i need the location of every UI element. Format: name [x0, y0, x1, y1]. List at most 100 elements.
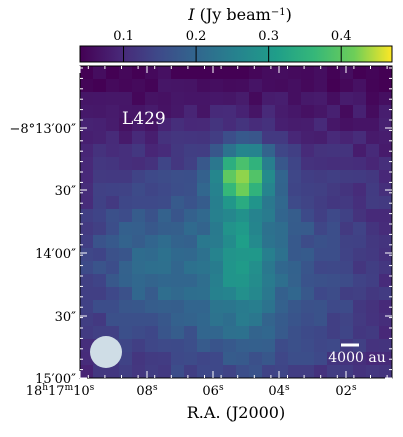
map-pixel: [184, 209, 198, 223]
map-pixel: [314, 79, 328, 93]
map-pixel: [301, 248, 315, 262]
map-pixel: [236, 300, 250, 314]
map-pixel: [184, 300, 198, 314]
map-pixel: [93, 66, 107, 80]
map-pixel: [366, 352, 380, 366]
map-pixel: [366, 222, 380, 236]
map-pixel: [119, 222, 133, 236]
map-pixel: [132, 326, 146, 340]
map-pixel: [223, 274, 237, 288]
map-pixel: [249, 105, 263, 119]
map-pixel: [80, 235, 94, 249]
map-pixel: [132, 274, 146, 288]
map-pixel: [249, 248, 263, 262]
colorbar-tick-label: 0.1: [113, 29, 134, 44]
colorbar: [79, 45, 393, 63]
map-pixel: [145, 339, 159, 353]
map-pixel: [327, 274, 341, 288]
map-pixel: [80, 300, 94, 314]
map-pixel: [106, 222, 120, 236]
map-pixel: [301, 287, 315, 301]
map-pixel: [275, 118, 289, 132]
map-pixel: [379, 313, 392, 327]
map-pixel: [119, 144, 133, 158]
ra-tick-label: 04s: [268, 383, 290, 399]
map-pixel: [327, 79, 341, 93]
map-pixel: [80, 248, 94, 262]
colorbar-tick-labels: 0.1 0.2 0.3 0.4: [113, 29, 351, 44]
map-pixel: [158, 196, 172, 210]
map-pixel: [301, 209, 315, 223]
dec-tick-label: 15′00″: [35, 372, 76, 387]
map-pixel: [236, 352, 250, 366]
map-pixel: [379, 339, 392, 353]
map-pixel: [301, 92, 315, 106]
map-pixel: [119, 261, 133, 275]
map-pixel: [184, 131, 198, 145]
map-pixel: [288, 248, 302, 262]
map-pixel: [340, 287, 354, 301]
map-pixel: [132, 196, 146, 210]
map-pixel: [275, 326, 289, 340]
map-pixel: [171, 339, 185, 353]
map-pixel: [301, 326, 315, 340]
ra-tick-label: 02s: [335, 383, 357, 399]
map-pixel: [197, 222, 211, 236]
map-pixel: [145, 222, 159, 236]
map-pixel: [145, 196, 159, 210]
map-pixel: [340, 183, 354, 197]
map-pixel: [236, 79, 250, 93]
map-pixel: [158, 183, 172, 197]
map-pixel: [288, 196, 302, 210]
map-pixel: [249, 287, 263, 301]
map-pixel: [262, 157, 276, 171]
map-pixel: [379, 105, 392, 119]
map-pixel: [275, 235, 289, 249]
map-pixel: [249, 300, 263, 314]
map-ticks: [79, 66, 392, 379]
map-pixel: [106, 196, 120, 210]
map-pixel: [236, 183, 250, 197]
map-pixel: [262, 209, 276, 223]
map-pixel: [379, 196, 392, 210]
intensity-map: [80, 66, 392, 378]
map-pixel: [353, 248, 367, 262]
dec-tick-label: −8°13′00″: [9, 122, 76, 137]
beam-ellipse: [90, 336, 122, 368]
map-pixel: [340, 157, 354, 171]
map-pixel: [301, 352, 315, 366]
map-pixel: [158, 144, 172, 158]
map-pixel: [93, 131, 107, 145]
map-pixel: [184, 170, 198, 184]
map-pixel: [106, 118, 120, 132]
map-pixel: [197, 274, 211, 288]
map-pixel: [223, 92, 237, 106]
source-label: L429: [122, 109, 166, 129]
map-pixel: [301, 170, 315, 184]
map-pixel: [340, 144, 354, 158]
map-pixel: [106, 105, 120, 119]
map-pixel: [301, 274, 315, 288]
map-pixel: [301, 131, 315, 145]
map-pixel: [93, 92, 107, 106]
map-pixel: [106, 144, 120, 158]
map-pixel: [379, 261, 392, 275]
map-pixel: [93, 118, 107, 132]
map-pixel: [171, 105, 185, 119]
map-pixel: [184, 248, 198, 262]
map-pixel: [288, 287, 302, 301]
map-pixel: [327, 326, 341, 340]
map-pixel: [132, 287, 146, 301]
map-pixel: [327, 144, 341, 158]
map-pixel: [145, 183, 159, 197]
map-pixel: [80, 313, 94, 327]
map-pixel: [314, 287, 328, 301]
map-pixel: [288, 261, 302, 275]
map-pixel: [158, 105, 172, 119]
map-pixel: [366, 365, 380, 378]
map-pixel: [327, 365, 341, 378]
map-pixel: [223, 209, 237, 223]
map-pixel: [158, 313, 172, 327]
map-pixel: [288, 105, 302, 119]
map-pixel: [262, 222, 276, 236]
